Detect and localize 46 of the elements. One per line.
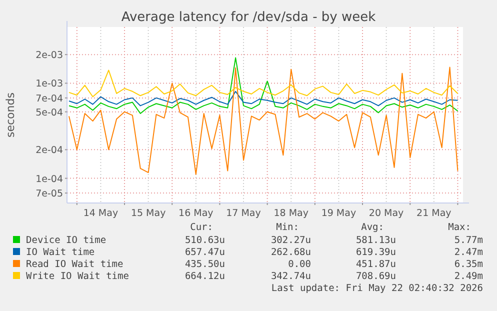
x-tick-label: 15 May	[130, 208, 166, 219]
text: 2.49m	[454, 271, 484, 282]
text: 5.77m	[454, 235, 484, 246]
text: 2.47m	[454, 247, 484, 258]
chart-title: Average latency for /dev/sda - by week	[121, 10, 376, 25]
legend-label: Device IO time	[26, 235, 106, 246]
y-tick-label: 5e-04	[36, 107, 63, 118]
text: Max:	[448, 222, 471, 233]
text: 262.68u	[270, 247, 311, 258]
line-series	[68, 90, 458, 106]
text: Cur:	[190, 222, 213, 233]
x-tick-label: 18 May	[274, 208, 309, 219]
text: 619.39u	[356, 247, 396, 258]
text: Last update: Fri May 22 02:40:32 2026	[271, 283, 484, 294]
y-tick-label: 1e-03	[36, 78, 63, 90]
line-series	[68, 70, 458, 98]
y-axis-title: seconds	[4, 92, 17, 138]
text: 708.69u	[356, 271, 396, 282]
text: 664.12u	[184, 271, 225, 282]
text: 435.50u	[184, 259, 225, 270]
text: 302.27u	[270, 235, 311, 246]
line-series	[68, 66, 458, 175]
text: 6.35m	[454, 259, 484, 270]
x-tick-label: 21 May	[416, 208, 452, 219]
y-tick-label: 2e-03	[36, 50, 63, 62]
y-tick-label: 7e-04	[36, 93, 63, 104]
x-tick-label: 16 May	[178, 208, 214, 219]
text: Avg:	[361, 222, 384, 233]
y-tick-label: 1e-04	[36, 174, 63, 185]
x-tick-label: 20 May	[368, 208, 404, 219]
legend-label: Read IO Wait time	[26, 259, 124, 270]
text: 510.63u	[184, 235, 225, 246]
legend-label: IO Wait time	[26, 247, 95, 258]
x-tick-label: 14 May	[83, 208, 118, 219]
text: Min:	[276, 222, 299, 233]
x-tick-label: 17 May	[226, 208, 262, 219]
line-series	[68, 57, 458, 114]
text: 451.87u	[356, 259, 396, 270]
x-tick-label: 19 May	[321, 208, 356, 219]
legend-label: Write IO Wait time	[26, 271, 130, 282]
text: 0.00	[288, 259, 312, 270]
y-tick-label: 2e-04	[36, 145, 63, 156]
text: 657.47u	[184, 247, 225, 258]
text: 581.13u	[356, 235, 396, 246]
y-tick-label: 7e-05	[36, 188, 63, 200]
text: 342.74u	[270, 271, 311, 282]
